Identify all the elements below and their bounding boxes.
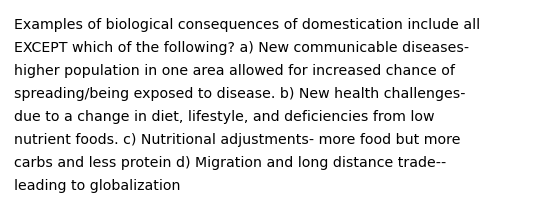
Text: higher population in one area allowed for increased chance of: higher population in one area allowed fo…: [14, 64, 455, 78]
Text: Examples of biological consequences of domestication include all: Examples of biological consequences of d…: [14, 18, 480, 32]
Text: due to a change in diet, lifestyle, and deficiencies from low: due to a change in diet, lifestyle, and …: [14, 110, 435, 124]
Text: EXCEPT which of the following? a) New communicable diseases-: EXCEPT which of the following? a) New co…: [14, 41, 469, 55]
Text: nutrient foods. c) Nutritional adjustments- more food but more: nutrient foods. c) Nutritional adjustmen…: [14, 133, 460, 147]
Text: leading to globalization: leading to globalization: [14, 179, 180, 193]
Text: spreading/being exposed to disease. b) New health challenges-: spreading/being exposed to disease. b) N…: [14, 87, 465, 101]
Text: carbs and less protein d) Migration and long distance trade--: carbs and less protein d) Migration and …: [14, 156, 446, 170]
